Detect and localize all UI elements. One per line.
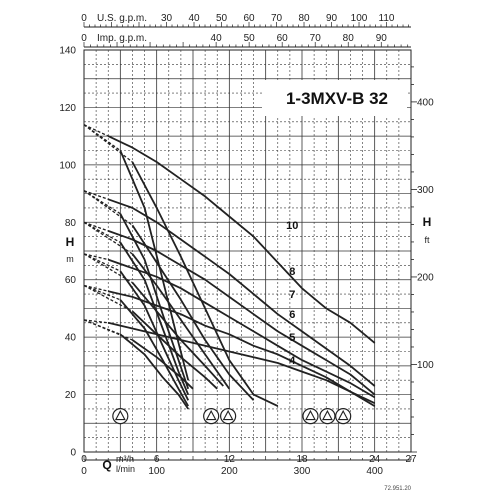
left-tick-label: 80 — [65, 218, 77, 229]
x-axis-letter: Q — [102, 458, 111, 472]
performance-curve-5 — [107, 290, 376, 407]
top-axis-imp-tick-label: 50 — [244, 33, 256, 44]
performance-curves — [83, 124, 376, 410]
curve-head-dashed — [83, 284, 121, 301]
stage-label-8: 8 — [289, 266, 295, 278]
reference-code: 72.951.20 — [384, 486, 411, 492]
chart-title: 1-3MXV-B 32 — [286, 89, 388, 108]
top-axis-imp-tick-label: 40 — [211, 33, 223, 44]
bottom-m3h-tick-label: 18 — [296, 454, 308, 465]
right-tick-label: 200 — [417, 272, 434, 283]
curve-head-dashed — [83, 221, 121, 243]
performance-curve — [131, 253, 231, 390]
performance-curve-10 — [107, 135, 376, 344]
top-axis-imp-tick-label: 70 — [310, 33, 322, 44]
left-tick-label: 120 — [59, 103, 76, 114]
top-axis-imp-tick-label: 0 — [81, 33, 87, 44]
left-tick-label: 60 — [65, 275, 77, 286]
x-axis-unit-m3h: m³/h — [116, 454, 134, 464]
top-axis-imp-tick-label: 90 — [376, 33, 388, 44]
top-axis-us-label: U.S. g.p.m. — [97, 13, 147, 24]
bottom-lmin-tick-label: 300 — [294, 466, 311, 477]
operating-marker — [220, 408, 237, 425]
curve-head-dashed — [83, 124, 109, 137]
top-axis-imp-tick-label: 60 — [277, 33, 289, 44]
curve-head-dashed — [83, 190, 121, 215]
chart-labels: 10 8 7 6 5 4 1-3MXV-B 32 72.951.20 — [112, 80, 412, 492]
operating-marker — [112, 408, 129, 425]
performance-curve-8 — [107, 198, 376, 387]
top-axis-us-tick-label: 70 — [271, 13, 283, 24]
curve-head-dashed — [83, 253, 109, 261]
right-tick-label: 100 — [417, 360, 434, 371]
bottom-lmin-tick-label: 0 — [81, 466, 87, 477]
performance-curve — [119, 299, 189, 407]
top-axis-us-tick-label: 0 — [81, 13, 87, 24]
curve-head-dashed — [83, 284, 133, 312]
operating-marker — [319, 408, 336, 425]
curve-head-dashed — [83, 190, 109, 200]
performance-curve-4 — [107, 321, 376, 405]
top-axis-imp-tick-label: 80 — [343, 33, 355, 44]
bottom-m3h-tick-label: 27 — [405, 454, 417, 465]
bottom-m3h-tick-label: 6 — [154, 454, 160, 465]
performance-curve — [119, 213, 190, 390]
curve-head-dashed — [83, 221, 109, 232]
top-axis-us-tick-label: 100 — [351, 13, 368, 24]
stage-label-4: 4 — [289, 355, 296, 367]
top-axis-us-tick-label: 40 — [188, 13, 200, 24]
left-tick-label: 140 — [59, 46, 76, 57]
performance-curve — [131, 224, 255, 401]
stage-label-5: 5 — [289, 332, 295, 344]
operating-marker — [302, 408, 319, 425]
plot-grid — [83, 49, 412, 453]
top-axis-imp-label: Imp. g.p.m. — [97, 33, 147, 44]
left-axis-letter: H — [66, 235, 75, 249]
top-axis-us-tick-label: 60 — [243, 13, 255, 24]
performance-curve — [131, 310, 218, 390]
title-background — [262, 80, 407, 116]
curve-head-dashed — [83, 319, 109, 324]
performance-curve — [119, 270, 190, 401]
right-axis-letter: H — [423, 215, 432, 229]
left-tick-label: 40 — [65, 333, 77, 344]
bottom-lmin-tick-label: 200 — [221, 466, 238, 477]
performance-curve-7 — [107, 230, 376, 396]
top-axis-us-tick-label: 90 — [326, 13, 338, 24]
performance-curve-6 — [107, 258, 376, 399]
top-axis-us-tick-label: 80 — [298, 13, 310, 24]
bottom-m3h-tick-label: 12 — [224, 454, 236, 465]
stage-label-6: 6 — [289, 309, 295, 321]
performance-curve — [119, 241, 190, 395]
right-tick-label: 300 — [417, 185, 434, 196]
stage-label-7: 7 — [289, 289, 295, 301]
curve-head-dashed — [83, 253, 121, 272]
right-axis-unit: ft — [424, 235, 430, 245]
operating-marker — [335, 408, 352, 425]
left-tick-label: 0 — [70, 448, 76, 459]
performance-curve — [119, 150, 190, 381]
performance-curve — [131, 161, 279, 407]
top-axis-us-tick-label: 30 — [161, 13, 173, 24]
performance-curve — [119, 333, 189, 410]
left-axis-unit: m — [66, 254, 74, 264]
top-axis-us-tick-label: 110 — [379, 13, 395, 24]
curve-head-dashed — [83, 319, 121, 335]
left-tick-label: 100 — [59, 160, 76, 171]
right-tick-label: 400 — [417, 97, 434, 108]
bottom-lmin-tick-label: 400 — [366, 466, 383, 477]
bottom-m3h-tick-label: 0 — [81, 454, 87, 465]
left-tick-label: 20 — [65, 390, 77, 401]
top-axis-us-tick-label: 50 — [216, 13, 228, 24]
bottom-m3h-tick-label: 24 — [369, 454, 381, 465]
curve-head-dashed — [83, 284, 109, 292]
stage-label-10: 10 — [286, 220, 298, 232]
x-axis-unit-lmin: l/min — [116, 464, 135, 474]
bottom-lmin-tick-label: 100 — [148, 466, 165, 477]
curve-head-dashed — [83, 124, 121, 152]
operating-marker — [203, 408, 220, 425]
performance-curve — [131, 282, 224, 387]
